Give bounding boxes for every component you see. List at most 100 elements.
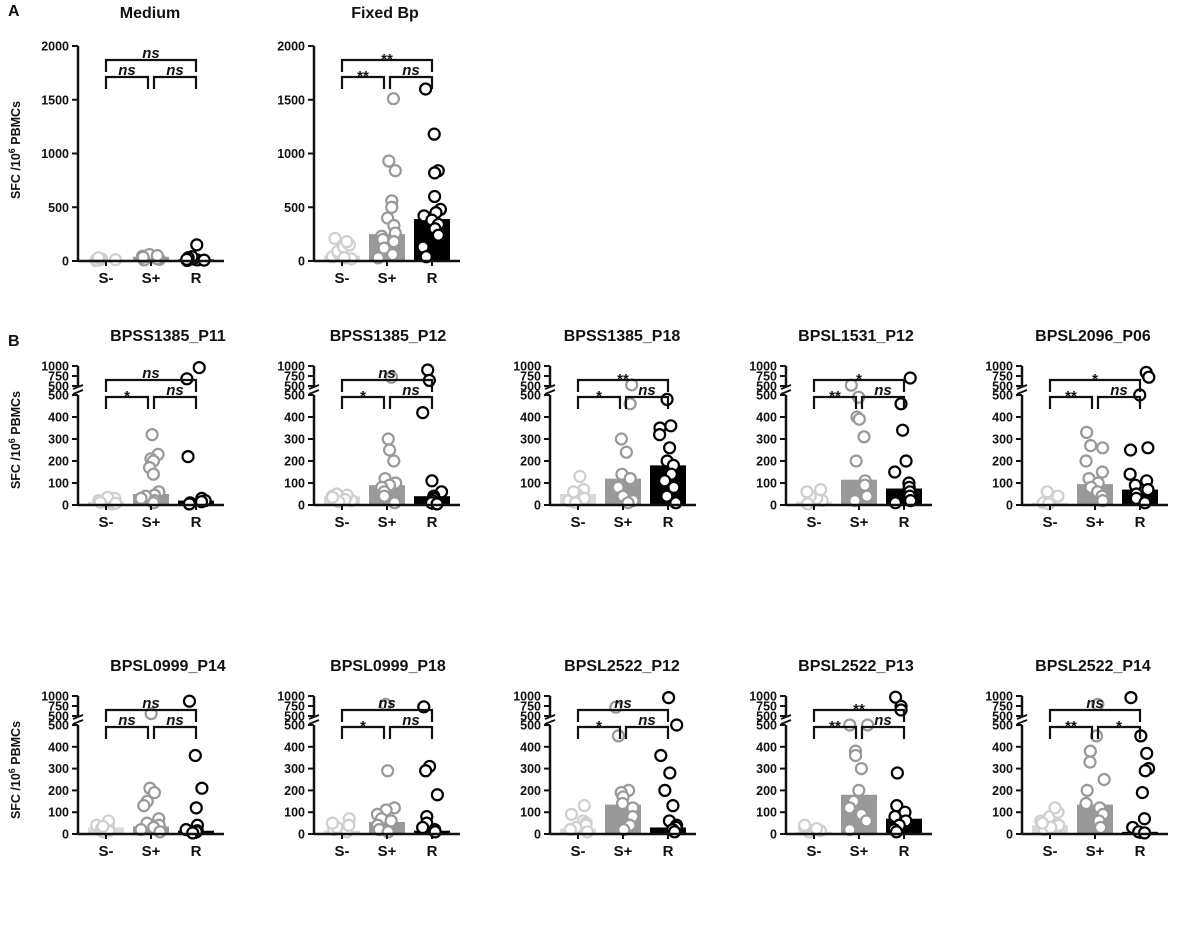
y-tick-label: 2000 — [41, 40, 69, 54]
significance-bracket — [340, 395, 386, 409]
significance-bracket — [388, 75, 434, 89]
data-point-S+ — [621, 496, 635, 510]
x-tick-label: R — [663, 514, 674, 531]
chart-panel-10: BPSL2522_P1301002003004005005007501000S-… — [749, 658, 932, 860]
y-tick-label: 500 — [284, 719, 305, 733]
y-axis-label-0: SFC /106 PBMCs — [7, 101, 23, 199]
data-point-S- — [800, 485, 814, 499]
significance-bracket — [576, 725, 622, 739]
y-tick-label: 500 — [48, 380, 69, 394]
y-tick-label: 0 — [1006, 499, 1013, 513]
data-point-S+ — [854, 761, 869, 776]
y-tick-label: 1000 — [985, 690, 1013, 704]
significance-bracket — [104, 725, 150, 739]
y-tick-label: 1000 — [41, 360, 69, 374]
y-tick-label: 1000 — [749, 690, 777, 704]
y-tick-label: 1500 — [41, 93, 69, 107]
y-tick-label: 750 — [284, 370, 305, 384]
chart-panel-6: BPSL2096_P0601002003004005005007501000S-… — [985, 328, 1168, 531]
significance-label: ** — [357, 68, 369, 85]
data-point-S+ — [623, 397, 637, 411]
data-point-S+ — [146, 496, 161, 510]
data-point-R — [660, 489, 674, 503]
data-point-R — [1123, 443, 1138, 457]
y-tick-label: 500 — [992, 380, 1013, 394]
y-axis-label-suffix: PBMCs — [9, 391, 23, 438]
data-point-S+ — [857, 430, 871, 444]
axis-break-mark — [544, 719, 556, 725]
y-tick-label: 300 — [992, 762, 1013, 776]
x-tick-label: R — [191, 843, 202, 860]
panel-label-b: B — [8, 333, 20, 350]
significance-bracket — [340, 708, 434, 722]
chart-title: BPSL0999_P14 — [110, 658, 226, 675]
data-point-R — [1123, 467, 1137, 481]
y-axis-label-2: SFC /106 PBMCs — [7, 721, 23, 819]
significance-bracket — [1048, 395, 1094, 409]
y-tick-label: 400 — [992, 411, 1013, 425]
x-tick-label: S- — [335, 270, 350, 287]
data-point-S+ — [383, 443, 397, 457]
data-point-S+ — [860, 489, 874, 503]
y-tick-label: 750 — [520, 370, 541, 384]
data-point-S+ — [382, 154, 396, 168]
y-axis-label-sup: 6 — [7, 438, 17, 443]
axis-break-mark — [544, 389, 556, 395]
significance-label: ** — [1065, 388, 1077, 405]
data-point-S+ — [388, 496, 402, 510]
data-point-R — [181, 450, 195, 464]
data-point-R — [654, 748, 668, 763]
x-tick-label: S+ — [378, 514, 397, 531]
data-point-R — [888, 465, 902, 479]
data-point-S+ — [146, 467, 160, 481]
y-tick-label: 400 — [520, 740, 541, 754]
significance-label: ns — [166, 62, 184, 79]
y-tick-label: 500 — [520, 380, 541, 394]
chart-title: Medium — [120, 5, 180, 22]
significance-label: ** — [853, 701, 865, 718]
y-tick-label: 400 — [284, 740, 305, 754]
x-tick-label: S- — [571, 843, 586, 860]
significance-label: ns — [142, 45, 160, 62]
y-axis-label-suffix: PBMCs — [9, 721, 23, 768]
data-point-R — [1138, 764, 1152, 778]
y-tick-label: 300 — [284, 433, 305, 447]
y-tick-label: 400 — [284, 411, 305, 425]
axis-break-mark — [780, 389, 792, 395]
x-tick-label: R — [191, 270, 202, 287]
data-point-S- — [342, 818, 356, 832]
y-tick-label: 500 — [756, 710, 777, 724]
chart-title: BPSS1385_P18 — [564, 328, 681, 345]
data-point-S+ — [858, 478, 872, 492]
data-point-R — [890, 766, 904, 780]
significance-bracket — [1096, 725, 1142, 739]
data-point-R — [889, 825, 904, 839]
y-tick-label: 1000 — [41, 690, 69, 704]
significance-label: ns — [118, 712, 136, 729]
axis-break-mark — [308, 719, 320, 725]
data-point-S- — [340, 235, 354, 249]
significance-label: ns — [378, 695, 396, 712]
y-tick-label: 1000 — [277, 147, 305, 161]
x-tick-label: S- — [335, 843, 350, 860]
chart-panel-4: BPSS1385_P1801002003004005005007501000S-… — [513, 328, 696, 531]
y-tick-label: 500 — [992, 719, 1013, 733]
y-tick-label: 1000 — [985, 360, 1013, 374]
y-tick-label: 500 — [992, 389, 1013, 403]
significance-label: ns — [142, 695, 160, 712]
y-tick-label: 0 — [770, 828, 777, 842]
y-tick-label: 300 — [520, 433, 541, 447]
chart-panel-11: BPSL2522_P1401002003004005005007501000S-… — [985, 658, 1168, 860]
significance-label: ns — [166, 382, 184, 399]
data-point-S- — [1048, 801, 1062, 815]
y-tick-label: 750 — [756, 700, 777, 714]
chart-title: BPSL2522_P13 — [798, 658, 914, 675]
data-point-R — [888, 496, 902, 510]
data-point-R — [1141, 483, 1155, 497]
significance-bracket — [812, 395, 858, 409]
x-tick-label: S- — [99, 514, 114, 531]
axis-break-mark — [780, 719, 792, 725]
y-tick-label: 300 — [992, 433, 1013, 447]
significance-label: ns — [1086, 695, 1104, 712]
x-tick-label: S+ — [378, 270, 397, 287]
